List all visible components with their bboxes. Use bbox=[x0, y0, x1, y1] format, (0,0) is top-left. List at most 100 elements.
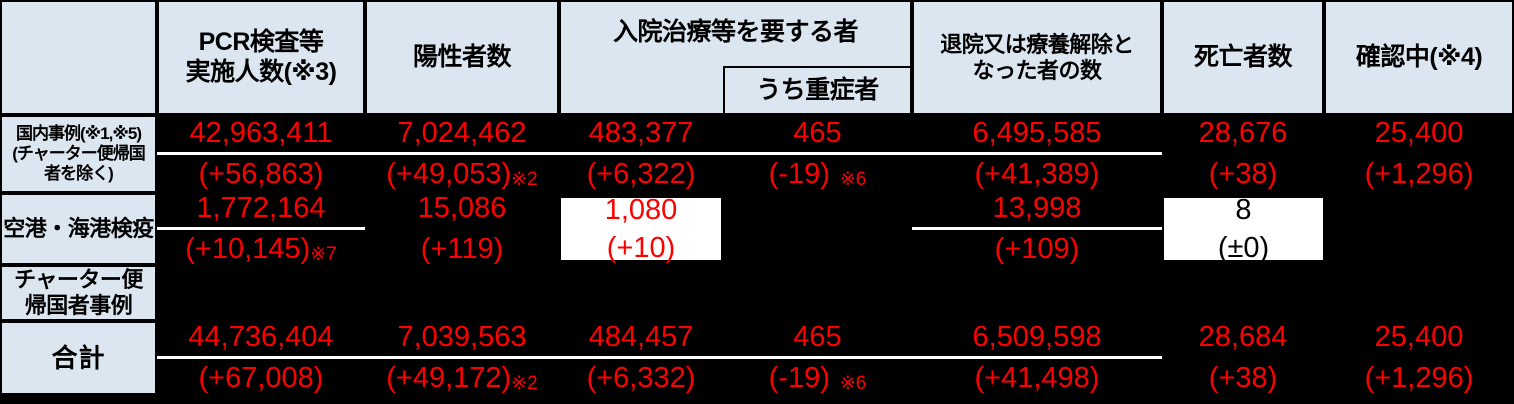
cell-domestic-pcr: 42,963,411 (+56,863) bbox=[157, 115, 365, 193]
row-label-domestic-line3: 者を除く) bbox=[44, 163, 114, 183]
footnote-marker: ※2 bbox=[511, 169, 538, 190]
cell-domestic-severe: 465 (-19) ※6 bbox=[723, 115, 912, 193]
value-divider bbox=[1324, 227, 1514, 230]
value-divider bbox=[723, 227, 912, 230]
value-divider bbox=[559, 152, 723, 155]
value-divider bbox=[912, 152, 1162, 155]
header-deaths-label: 死亡者数 bbox=[1193, 42, 1293, 71]
cell-domestic-checking-value: 25,400 bbox=[1374, 117, 1464, 149]
row-label-quarantine: 空港・海港検疫 bbox=[0, 193, 157, 265]
cell-total-deaths-value: 28,684 bbox=[1198, 321, 1288, 353]
value-divider bbox=[157, 356, 365, 359]
cell-domestic-inpatient: 483,377 (+6,322) bbox=[559, 115, 723, 193]
cell-domestic-discharged-value: 6,495,585 bbox=[972, 117, 1102, 149]
value-divider bbox=[912, 356, 1162, 359]
cell-quarantine-discharged-delta: (+109) bbox=[994, 233, 1080, 265]
row-label-total: 合計 bbox=[0, 321, 157, 395]
row-label-charter: チャーター便 帰国者事例 bbox=[0, 265, 157, 321]
header-positive-cases-label: 陽性者数 bbox=[412, 42, 512, 71]
value-divider bbox=[559, 356, 723, 359]
header-inpatient-group-label: 入院治療等を要する者 bbox=[612, 18, 859, 46]
cell-total-checking-delta: (+1,296) bbox=[1364, 362, 1474, 394]
cell-domestic-inpatient-value: 483,377 bbox=[588, 117, 694, 149]
cell-total-discharged: 6,509,598 (+41,498) bbox=[912, 321, 1162, 395]
row-label-domestic-line2: (チャーター便帰国 bbox=[12, 144, 145, 164]
cell-total-discharged-delta: (+41,498) bbox=[974, 362, 1100, 394]
header-pcr-tests-line2: 実施人数(※3) bbox=[185, 57, 337, 86]
cell-charter-inpatient bbox=[559, 265, 723, 321]
cell-quarantine-deaths-value: 8 bbox=[1235, 193, 1252, 226]
cell-total-inpatient: 484,457 (+6,332) bbox=[559, 321, 723, 395]
cell-quarantine-checking bbox=[1324, 193, 1514, 265]
header-pcr-tests-line1: PCR検査等 bbox=[198, 28, 324, 56]
cell-domestic-positive-value: 7,024,462 bbox=[397, 117, 527, 149]
footnote-marker: ※2 bbox=[511, 373, 538, 394]
cell-quarantine-discharged: 13,998 (+109) bbox=[912, 193, 1162, 265]
cell-domestic-discharged-delta: (+41,389) bbox=[974, 158, 1100, 190]
cell-domestic-pcr-value: 42,963,411 bbox=[189, 117, 333, 149]
row-label-quarantine-line1: 空港・海港検疫 bbox=[3, 216, 154, 242]
cell-quarantine-discharged-value: 13,998 bbox=[992, 192, 1082, 224]
cell-total-positive-value: 7,039,563 bbox=[397, 321, 527, 353]
cell-quarantine-positive-value: 15,086 bbox=[417, 192, 507, 224]
cell-total-inpatient-value: 484,457 bbox=[588, 321, 694, 353]
header-pcr-tests: PCR検査等 実施人数(※3) bbox=[157, 0, 365, 115]
cell-charter-severe bbox=[723, 265, 912, 321]
cell-total-checking-value: 25,400 bbox=[1374, 321, 1464, 353]
cell-domestic-deaths-value: 28,676 bbox=[1198, 117, 1288, 149]
header-severe-cases: うち重症者 bbox=[723, 66, 912, 115]
value-divider bbox=[365, 356, 559, 359]
cell-quarantine-inpatient-value: 1,080 bbox=[604, 193, 678, 226]
cell-charter-discharged bbox=[912, 265, 1162, 321]
header-discharged-line2: なった者の数 bbox=[972, 57, 1102, 83]
cell-quarantine-deaths-highlight: 8 (±0) bbox=[1162, 193, 1325, 264]
cell-charter-pcr bbox=[157, 265, 365, 321]
row-label-domestic: 国内事例(※1,※5) (チャーター便帰国 者を除く) bbox=[0, 115, 157, 193]
cell-quarantine-inpatient-highlight: 1,080 (+10) bbox=[559, 193, 723, 264]
cell-quarantine-inpatient-delta: (+10) bbox=[606, 231, 676, 264]
row-label-charter-line2: 帰国者事例 bbox=[24, 293, 133, 318]
cell-quarantine-pcr-delta: (+10,145)※7 bbox=[185, 233, 337, 265]
cell-domestic-checking: 25,400 (+1,296) bbox=[1324, 115, 1514, 193]
value-divider bbox=[157, 227, 365, 230]
cell-total-severe-delta: (-19) ※6 bbox=[768, 362, 867, 394]
header-severe-cases-label: うち重症者 bbox=[756, 75, 879, 104]
cell-domestic-positive-delta: (+49,053)※2 bbox=[386, 158, 538, 190]
cell-quarantine-pcr: 1,772,164 (+10,145)※7 bbox=[157, 193, 365, 265]
cell-domestic-checking-delta: (+1,296) bbox=[1364, 158, 1474, 190]
header-checking-label: 確認中(※4) bbox=[1355, 42, 1483, 71]
cell-total-checking: 25,400 (+1,296) bbox=[1324, 321, 1514, 395]
cell-domestic-deaths-delta: (+38) bbox=[1208, 158, 1278, 190]
cell-domestic-discharged: 6,495,585 (+41,389) bbox=[912, 115, 1162, 193]
footnote-marker: ※7 bbox=[310, 244, 337, 265]
cell-quarantine-deaths-delta: (±0) bbox=[1217, 231, 1270, 264]
cell-total-pcr: 44,736,404 (+67,008) bbox=[157, 321, 365, 395]
value-divider bbox=[912, 227, 1162, 230]
footnote-marker: ※6 bbox=[839, 169, 867, 190]
cell-quarantine-pcr-value: 1,772,164 bbox=[196, 192, 326, 224]
cell-domestic-pcr-delta: (+56,863) bbox=[198, 158, 324, 190]
cell-total-pcr-value: 44,736,404 bbox=[188, 321, 334, 353]
cell-total-positive: 7,039,563 (+49,172)※2 bbox=[365, 321, 559, 395]
cell-total-inpatient-delta: (+6,332) bbox=[586, 362, 696, 394]
value-divider bbox=[723, 152, 912, 155]
header-discharged: 退院又は療養解除と なった者の数 bbox=[912, 0, 1162, 115]
row-label-domestic-line1: 国内事例(※1,※5) bbox=[15, 124, 142, 144]
header-discharged-line1: 退院又は療養解除と bbox=[940, 31, 1134, 57]
value-divider bbox=[365, 152, 559, 155]
cell-total-severe: 465 (-19) ※6 bbox=[723, 321, 912, 395]
cell-total-pcr-delta: (+67,008) bbox=[198, 362, 324, 394]
cell-total-discharged-value: 6,509,598 bbox=[972, 321, 1102, 353]
row-label-total-line1: 合計 bbox=[51, 342, 106, 373]
header-deaths: 死亡者数 bbox=[1162, 0, 1324, 115]
cell-quarantine-severe bbox=[723, 193, 912, 265]
cell-total-severe-value: 465 bbox=[793, 321, 842, 353]
cell-total-deaths: 28,684 (+38) bbox=[1162, 321, 1324, 395]
cell-domestic-severe-value: 465 bbox=[793, 117, 842, 149]
cell-domestic-severe-delta: (-19) ※6 bbox=[768, 158, 867, 190]
cell-charter-checking bbox=[1324, 265, 1514, 321]
header-corner-blank bbox=[0, 0, 157, 115]
cell-quarantine-positive: 15,086 (+119) bbox=[365, 193, 559, 265]
header-positive-cases: 陽性者数 bbox=[365, 0, 559, 115]
